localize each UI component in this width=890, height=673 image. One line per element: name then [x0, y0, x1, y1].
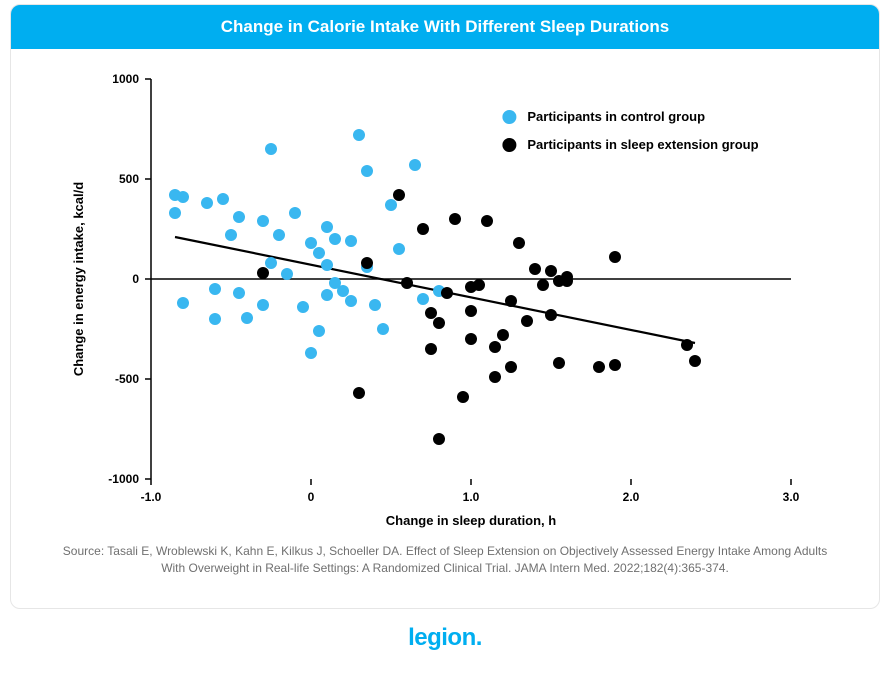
brand-logo: legion.	[0, 624, 890, 652]
svg-text:Change in sleep duration, h: Change in sleep duration, h	[386, 513, 557, 528]
chart-area: -1000 -500 0 500 1000 -1.0 0 1.0 2.0 3.0 Change in…	[11, 49, 879, 539]
svg-text:0: 0	[308, 490, 315, 504]
svg-text:0: 0	[132, 272, 139, 286]
svg-text:1.0: 1.0	[463, 490, 480, 504]
svg-text:-1000: -1000	[108, 472, 139, 486]
chart-title: Change in Calorie Intake With Different …	[221, 17, 670, 37]
scatter-plot: -1000 -500 0 500 1000 -1.0 0 1.0 2.0 3.0 Change in…	[11, 49, 880, 539]
source-citation: Source: Tasali E, Wroblewski K, Kahn E, …	[11, 539, 879, 592]
svg-text:-500: -500	[115, 372, 139, 386]
svg-text:-1.0: -1.0	[141, 490, 162, 504]
svg-text:Participants in sleep extensio: Participants in sleep extension group	[527, 137, 758, 152]
svg-text:Change in energy intake, kcal/: Change in energy intake, kcal/d	[71, 182, 86, 376]
svg-text:500: 500	[119, 172, 139, 186]
svg-text:1000: 1000	[112, 72, 139, 86]
svg-text:2.0: 2.0	[623, 490, 640, 504]
svg-text:Participants in control group: Participants in control group	[527, 109, 705, 124]
chart-card: Change in Calorie Intake With Different …	[10, 4, 880, 609]
svg-text:3.0: 3.0	[783, 490, 800, 504]
title-bar: Change in Calorie Intake With Different …	[11, 5, 879, 49]
